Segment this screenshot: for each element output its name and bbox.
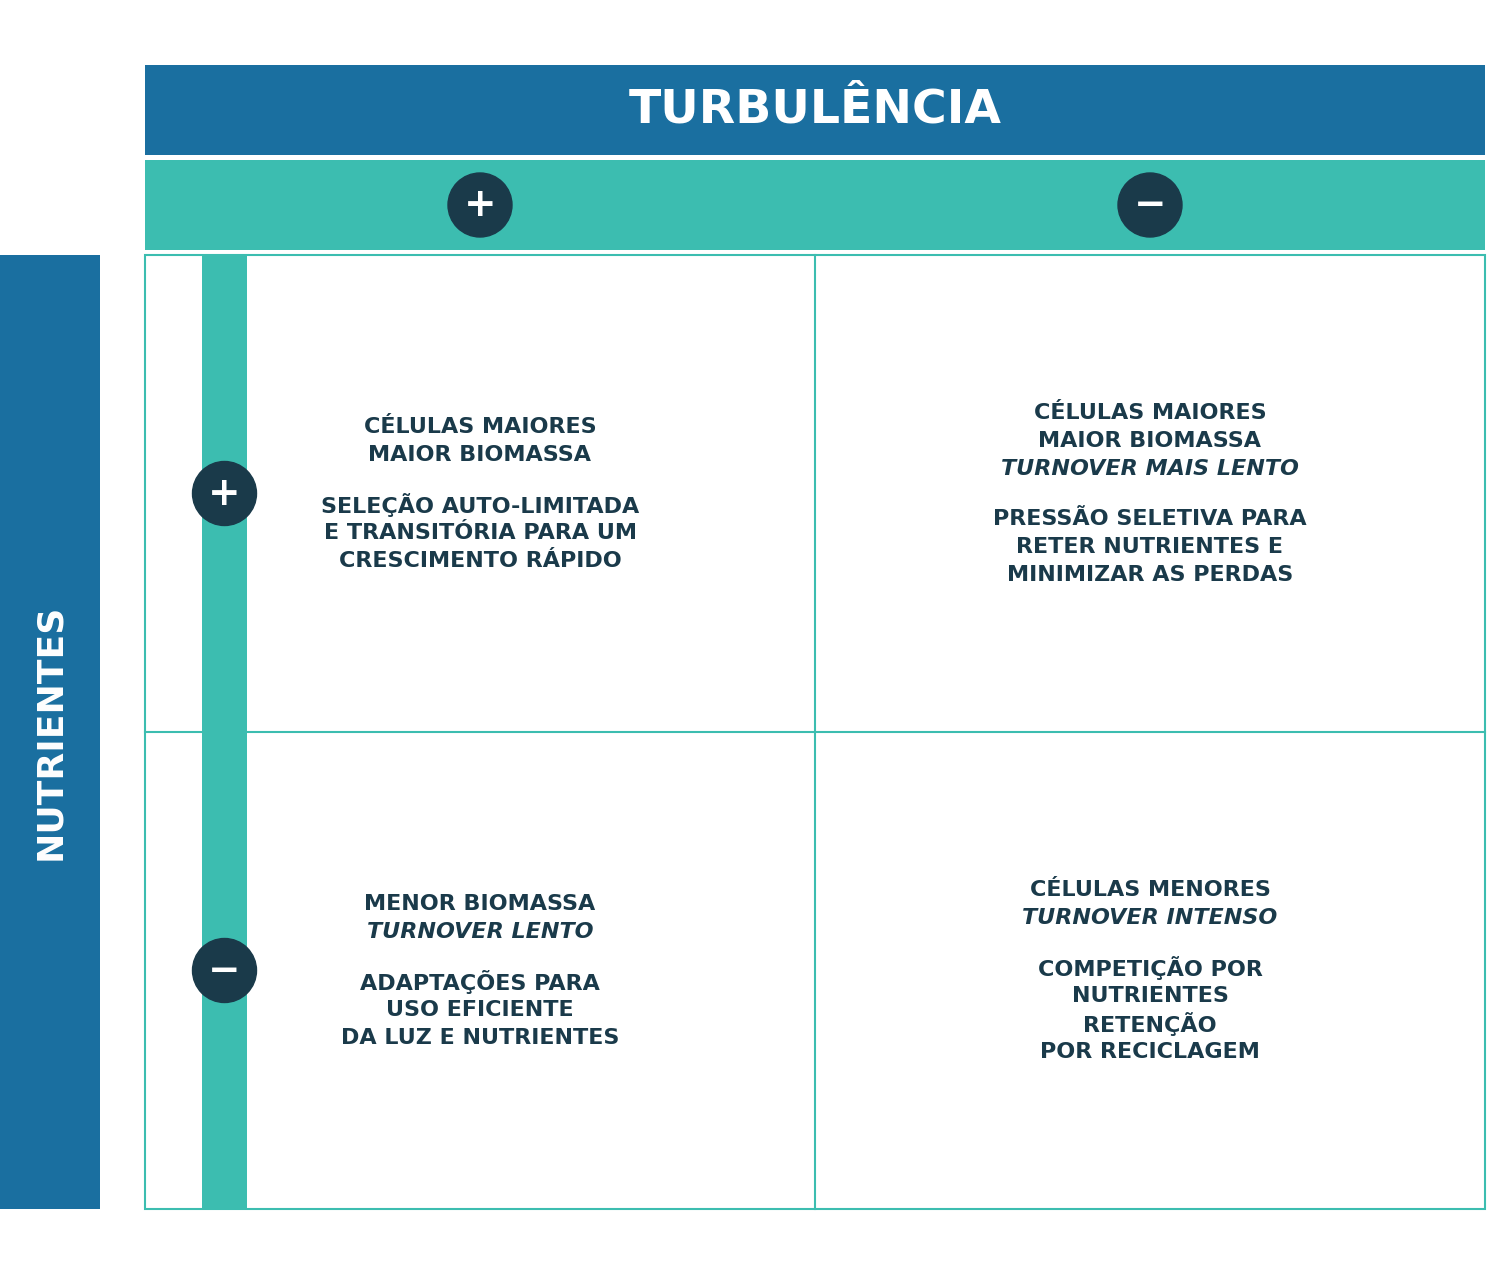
Text: NUTRIENTES: NUTRIENTES [1071, 986, 1228, 1005]
Bar [202, 255, 248, 1209]
Text: USO EFICIENTE: USO EFICIENTE [386, 1000, 574, 1019]
Text: RETER NUTRIENTES E: RETER NUTRIENTES E [1017, 536, 1284, 557]
Circle shape [192, 461, 256, 525]
Text: TURNOVER MAIS LENTO: TURNOVER MAIS LENTO [1000, 459, 1299, 479]
Bar [146, 65, 1485, 155]
Text: TURNOVER INTENSO: TURNOVER INTENSO [1023, 907, 1278, 927]
Text: PRESSÃO SELETIVA PARA: PRESSÃO SELETIVA PARA [993, 508, 1306, 529]
Text: CRESCIMENTO RÁPIDO: CRESCIMENTO RÁPIDO [339, 550, 621, 571]
Circle shape [192, 939, 256, 1003]
Text: MENOR BIOMASSA: MENOR BIOMASSA [364, 893, 596, 913]
Bar [0, 255, 100, 1209]
Circle shape [1118, 173, 1182, 237]
Text: CÉLULAS MAIORES: CÉLULAS MAIORES [1034, 403, 1266, 423]
Text: −: − [1134, 186, 1167, 224]
Text: NUTRIENTES: NUTRIENTES [33, 604, 68, 860]
Text: MAIOR BIOMASSA: MAIOR BIOMASSA [1038, 431, 1262, 451]
Text: DA LUZ E NUTRIENTES: DA LUZ E NUTRIENTES [340, 1028, 620, 1047]
Text: MINIMIZAR AS PERDAS: MINIMIZAR AS PERDAS [1007, 564, 1293, 585]
Text: CÉLULAS MAIORES: CÉLULAS MAIORES [363, 417, 597, 437]
Text: +: + [209, 474, 242, 512]
Circle shape [448, 173, 512, 237]
Text: TURBULÊNCIA: TURBULÊNCIA [628, 88, 1002, 132]
Text: TURNOVER LENTO: TURNOVER LENTO [366, 921, 592, 941]
Text: COMPETIÇÃO POR: COMPETIÇÃO POR [1038, 956, 1263, 980]
Text: E TRANSITÓRIA PARA UM: E TRANSITÓRIA PARA UM [324, 522, 636, 543]
Text: +: + [464, 186, 496, 224]
Text: ADAPTAÇÕES PARA: ADAPTAÇÕES PARA [360, 970, 600, 994]
Text: MAIOR BIOMASSA: MAIOR BIOMASSA [369, 445, 591, 465]
Bar [146, 161, 1485, 250]
Text: CÉLULAS MENORES: CÉLULAS MENORES [1029, 879, 1270, 899]
Text: POR RECICLAGEM: POR RECICLAGEM [1040, 1042, 1260, 1061]
Text: RETENÇÃO: RETENÇÃO [1083, 1012, 1216, 1036]
Bar [146, 255, 1485, 1209]
Text: SELEÇÃO AUTO-LIMITADA: SELEÇÃO AUTO-LIMITADA [321, 493, 639, 516]
Text: −: − [209, 952, 242, 990]
